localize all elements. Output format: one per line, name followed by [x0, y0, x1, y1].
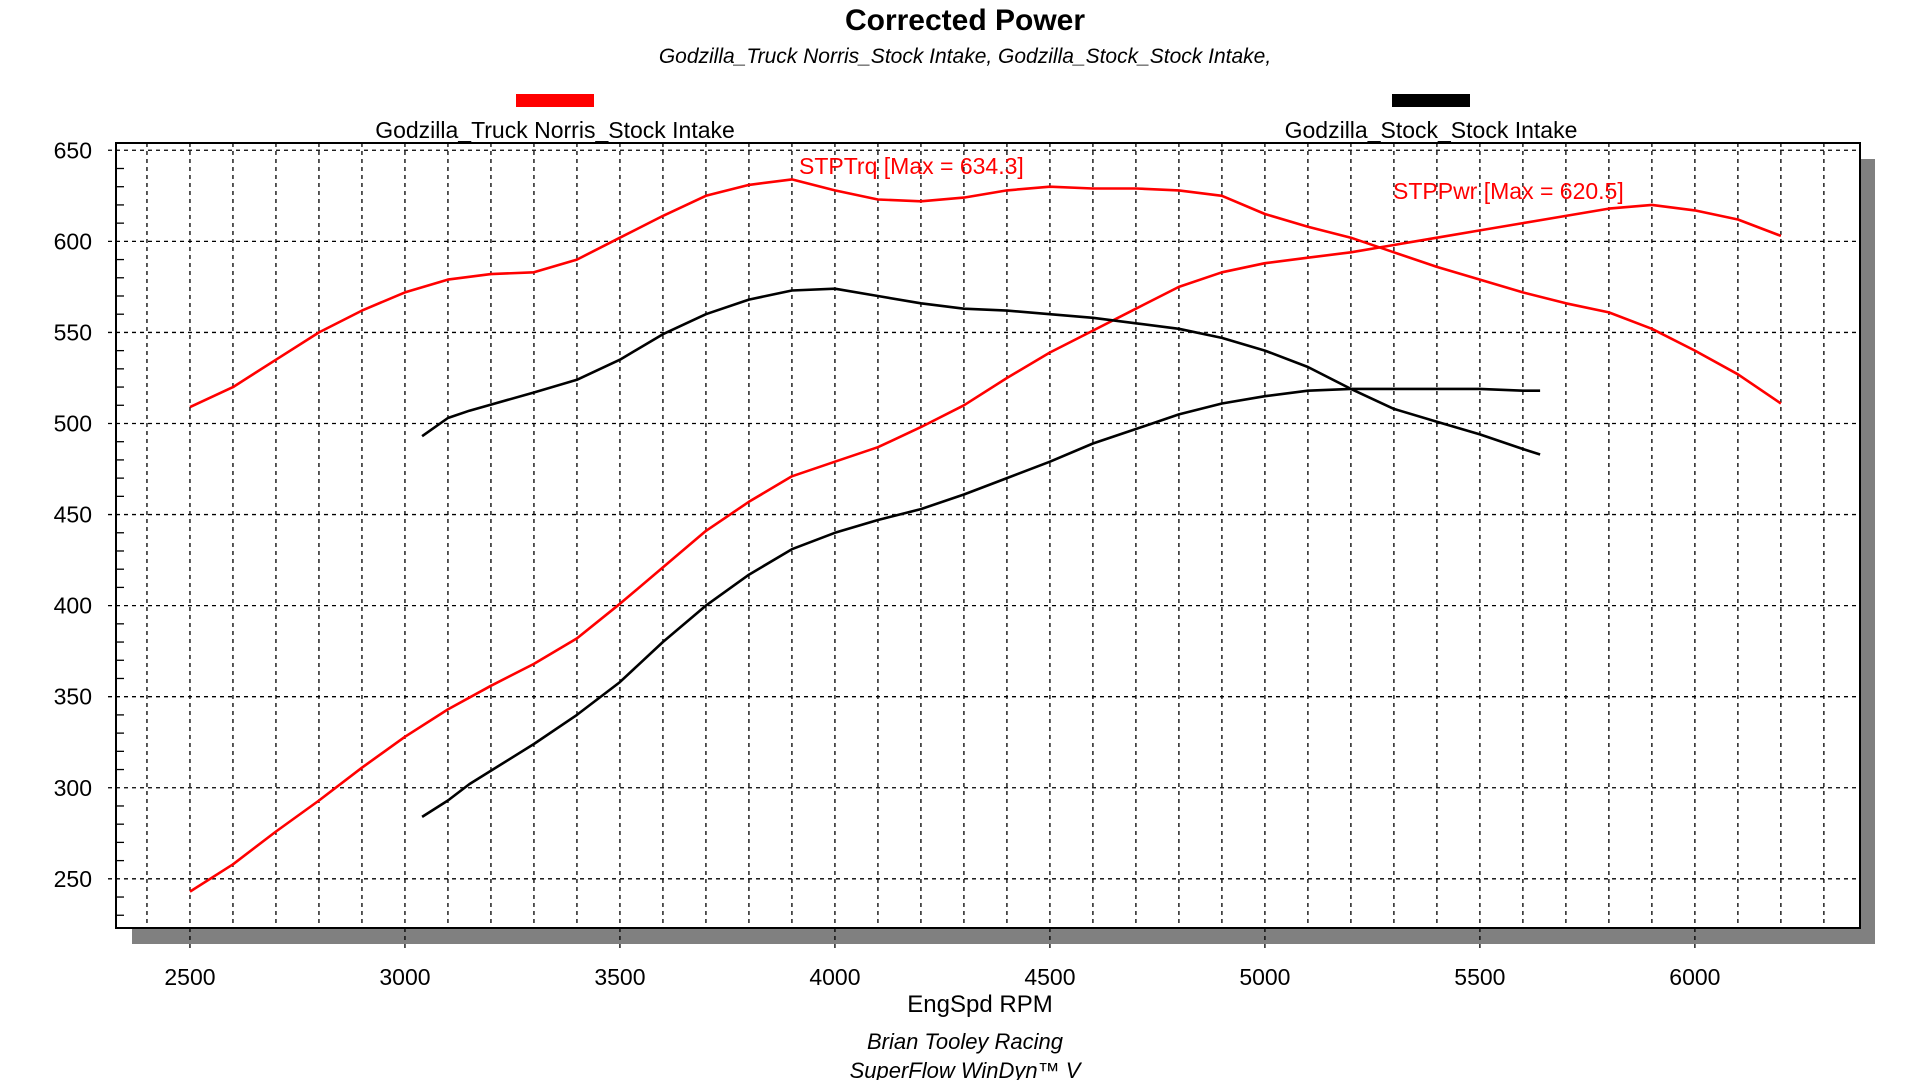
x-tick-label: 3500 [594, 964, 645, 990]
series-line-0 [189, 178, 1782, 409]
x-axis-label: EngSpd RPM [907, 991, 1052, 1018]
x-tick-label: 5000 [1239, 964, 1290, 990]
x-tick-label: 3000 [379, 964, 430, 990]
legend-label-1: Godzilla_Stock_Stock Intake [1285, 117, 1578, 143]
y-tick-label: 300 [54, 775, 92, 801]
y-tick-label: 350 [54, 684, 92, 710]
plot-area [115, 142, 1861, 929]
x-tick-label: 2500 [164, 964, 215, 990]
ticks: 250 300 350 400 450 500 550 600 650 2500 3000 3500 4… [54, 137, 1721, 990]
chart-title: Corrected Power [845, 4, 1085, 37]
annotation-max-power: STPPwr [Max = 620.5] [1393, 178, 1624, 204]
y-tick-label: 250 [54, 866, 92, 892]
x-tick-label: 4000 [809, 964, 860, 990]
legend-swatch-1 [1392, 94, 1470, 107]
series-line-1 [189, 203, 1782, 893]
x-tick-label: 5500 [1454, 964, 1505, 990]
legend-swatch-0 [516, 94, 594, 107]
series-line-3 [421, 387, 1541, 818]
legend-label-0: Godzilla_Truck Norris_Stock Intake [375, 117, 735, 143]
y-tick-label: 600 [54, 228, 92, 254]
footer-line2: SuperFlow WinDyn™ V [850, 1058, 1083, 1080]
y-tick-label: 650 [54, 137, 92, 163]
y-tick-label: 500 [54, 410, 92, 436]
series-layer [189, 178, 1782, 893]
x-tick-label: 6000 [1669, 964, 1720, 990]
y-tick-label: 400 [54, 593, 92, 619]
series-line-2 [421, 287, 1541, 456]
annotation-max-torque: STPTrq [Max = 634.3] [799, 153, 1024, 179]
chart-subtitle: Godzilla_Truck Norris_Stock Intake, Godz… [659, 45, 1271, 68]
y-tick-label: 550 [54, 319, 92, 345]
y-tick-label: 450 [54, 502, 92, 528]
grid [108, 143, 1860, 928]
footer-line1: Brian Tooley Racing [867, 1029, 1064, 1054]
x-tick-label: 4500 [1024, 964, 1075, 990]
